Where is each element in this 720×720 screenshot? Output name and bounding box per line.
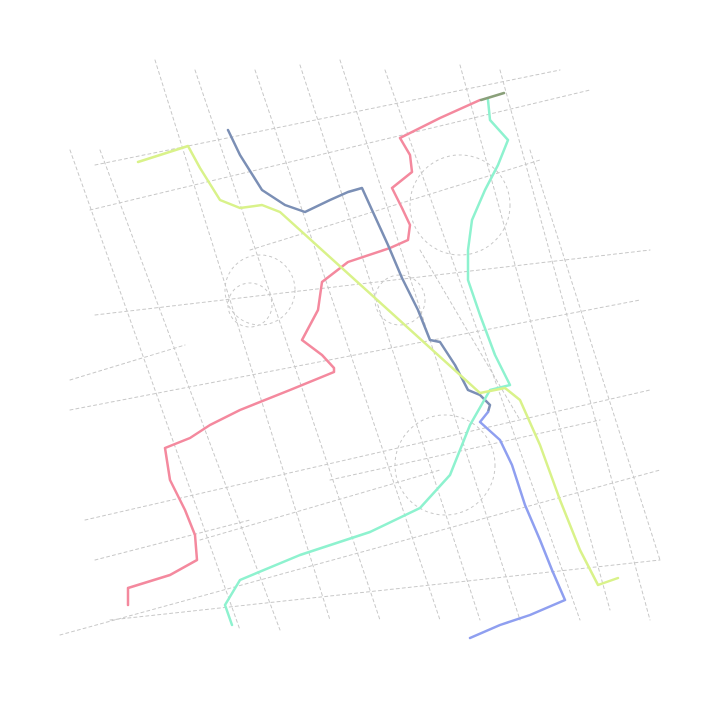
street-line xyxy=(89,89,591,211)
street-line xyxy=(419,249,521,421)
route-lines xyxy=(126,91,620,640)
street-line xyxy=(59,469,661,636)
street-loop xyxy=(374,274,426,326)
street-line xyxy=(459,64,611,611)
street-loop xyxy=(394,414,496,516)
street-line xyxy=(499,69,651,621)
street-loop xyxy=(409,154,511,256)
street-loop xyxy=(224,254,296,326)
olive-route-line xyxy=(479,91,506,102)
street-line xyxy=(299,64,481,621)
street-line xyxy=(154,59,331,621)
street-line xyxy=(94,519,251,561)
blue-grey-route-line xyxy=(226,128,492,414)
street-line xyxy=(109,559,661,621)
street-line xyxy=(194,69,381,621)
street-grid xyxy=(59,59,661,636)
blue-route-line xyxy=(468,410,567,640)
street-line xyxy=(249,159,541,251)
street-line xyxy=(329,419,601,481)
street-line xyxy=(69,344,186,381)
street-line xyxy=(69,149,241,631)
street-line xyxy=(384,69,581,621)
street-line xyxy=(199,469,441,541)
pink-route-line xyxy=(126,98,482,607)
street-line xyxy=(254,69,441,621)
aqua-route-line xyxy=(223,98,512,627)
street-line xyxy=(94,249,651,316)
lime-route-line xyxy=(136,144,620,587)
street-line xyxy=(94,69,561,166)
street-line xyxy=(84,389,651,521)
street-line xyxy=(99,149,281,631)
street-line xyxy=(529,149,661,561)
street-line xyxy=(69,299,641,411)
street-loop xyxy=(227,282,273,328)
